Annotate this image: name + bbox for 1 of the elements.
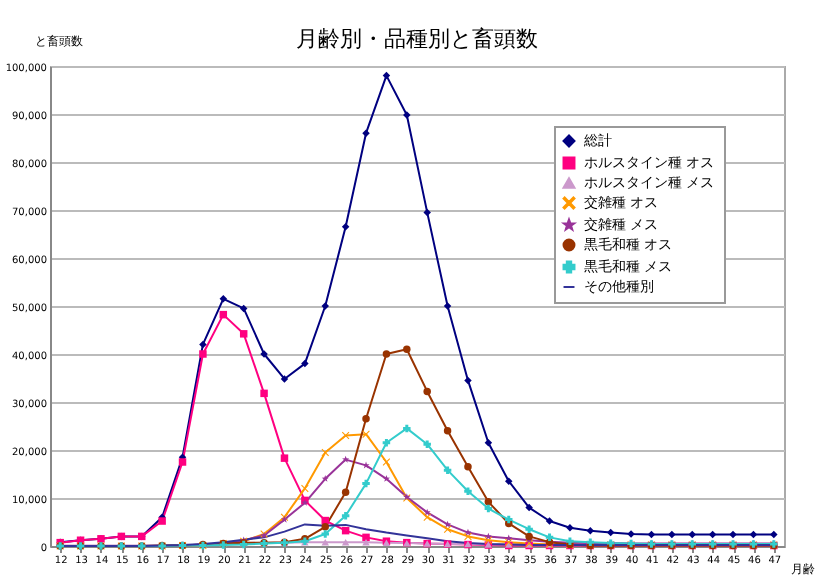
chart-title: 月齢別・品種別と畜頭数	[296, 26, 538, 52]
